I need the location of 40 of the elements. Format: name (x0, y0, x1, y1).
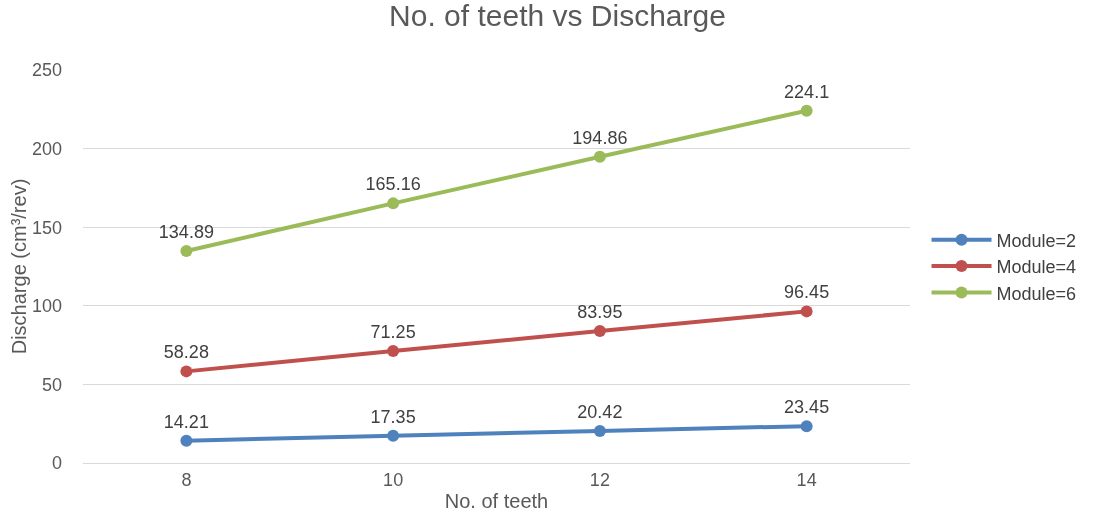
y-tick-label: 200 (31, 138, 62, 159)
x-tick-label: 14 (796, 469, 817, 490)
x-tick-label: 12 (589, 469, 610, 490)
point (593, 325, 606, 338)
data-label: 14.21 (163, 411, 209, 432)
point (800, 420, 813, 433)
point (593, 150, 606, 163)
data-label: 134.89 (158, 221, 214, 242)
point (180, 434, 193, 447)
x-tick-label: 8 (181, 469, 192, 490)
x-axis-title: No. of teeth (444, 490, 549, 513)
point (800, 305, 813, 318)
legend-label: Module=6 (996, 283, 1077, 304)
data-label: 194.86 (572, 127, 628, 148)
y-tick-label: 50 (41, 374, 62, 395)
data-label: 23.45 (784, 397, 830, 418)
legend-label: Module=4 (996, 257, 1077, 278)
point (387, 429, 400, 442)
y-tick-label: 150 (31, 217, 62, 238)
data-label: 58.28 (163, 342, 209, 363)
data-label: 165.16 (365, 174, 421, 195)
legend-label: Module=2 (996, 230, 1077, 251)
point (593, 424, 606, 437)
point (387, 197, 400, 210)
y-tick-label: 250 (31, 60, 62, 81)
point (180, 365, 193, 378)
point (800, 104, 813, 117)
data-label: 20.42 (577, 401, 623, 422)
point (180, 244, 193, 257)
y-axis-title: Discharge (cm³/rev) (7, 178, 30, 355)
data-label: 83.95 (577, 302, 623, 323)
x-tick-label: 10 (383, 469, 404, 490)
point (387, 345, 400, 357)
data-label: 96.45 (784, 282, 830, 303)
data-label: 71.25 (370, 322, 416, 342)
y-tick-label: 100 (31, 296, 62, 317)
data-label: 224.1 (784, 81, 830, 102)
y-tick-label: 0 (51, 453, 62, 474)
chart-title: No. of teeth vs Discharge (389, 0, 726, 33)
data-label: 17.35 (370, 406, 416, 427)
